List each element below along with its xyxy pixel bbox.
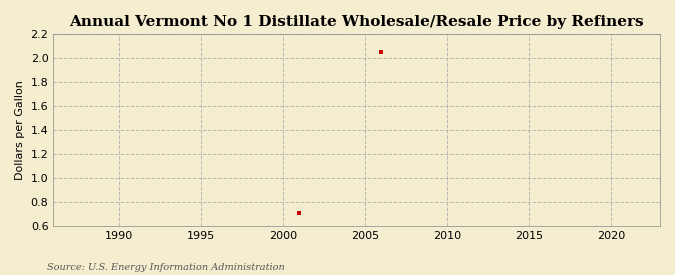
Y-axis label: Dollars per Gallon: Dollars per Gallon [15, 80, 25, 180]
Title: Annual Vermont No 1 Distillate Wholesale/Resale Price by Refiners: Annual Vermont No 1 Distillate Wholesale… [70, 15, 644, 29]
Text: Source: U.S. Energy Information Administration: Source: U.S. Energy Information Administ… [47, 263, 285, 272]
